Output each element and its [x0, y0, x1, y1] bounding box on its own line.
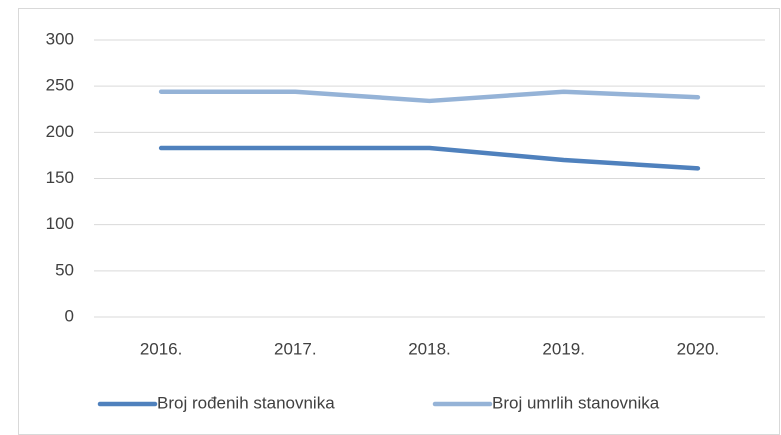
y-tick-label: 0 — [65, 306, 74, 325]
x-tick-label: 2018. — [408, 339, 451, 358]
x-tick-label: 2020. — [677, 339, 720, 358]
y-tick-label: 150 — [46, 168, 74, 187]
x-tick-label: 2019. — [542, 339, 585, 358]
y-tick-label: 50 — [55, 260, 74, 279]
legend-label: Broj rođenih stanovnika — [157, 393, 335, 412]
y-tick-label: 200 — [46, 122, 74, 141]
series-line — [158, 89, 701, 104]
x-tick-label: 2016. — [140, 339, 183, 358]
legend-label: Broj umrlih stanovnika — [492, 393, 660, 412]
x-tick-label: 2017. — [274, 339, 317, 358]
y-tick-label: 300 — [46, 29, 74, 48]
y-tick-label: 250 — [46, 76, 74, 95]
series-line — [158, 145, 701, 171]
y-tick-label: 100 — [46, 214, 74, 233]
chart-border — [18, 8, 780, 435]
